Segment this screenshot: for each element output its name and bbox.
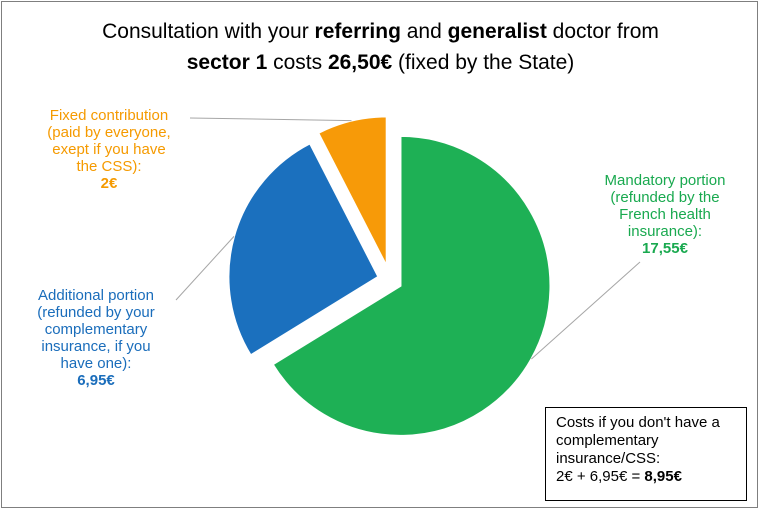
title-line-1: Consultation with your referring and gen… (0, 16, 761, 47)
label-value: 17,55€ (642, 240, 688, 257)
label-line: exept if you have (52, 141, 166, 158)
label-line: Additional portion (38, 287, 154, 304)
note-line: insurance/CSS: (556, 450, 661, 467)
pie-slice-fixed (316, 115, 388, 267)
title-text: costs (267, 51, 328, 74)
note-formula-text: 2€ + 6,95€ = (556, 468, 645, 485)
cost-note-box: Costs if you don't have a complementary … (545, 407, 747, 501)
label-line: Mandatory portion (604, 172, 726, 189)
leader-line-mandatory (531, 261, 641, 360)
label-line: (refunded by your (37, 304, 155, 321)
label-line: Fixed contribution (49, 107, 169, 124)
note-result: 8,95€ (644, 468, 682, 485)
title-line-2: sector 1 costs 26,50€ (fixed by the Stat… (0, 47, 761, 78)
label-line: have one): (60, 355, 132, 372)
label-value: 2€ (100, 175, 118, 192)
label-line: insurance, if you (41, 338, 151, 355)
label-line: (paid by everyone, (47, 124, 171, 141)
label-line: insurance): (627, 223, 703, 240)
note-line: complementary (556, 432, 659, 449)
label-line: the CSS): (76, 158, 142, 175)
title-emphasis: sector 1 (186, 51, 268, 74)
title-text: doctor from (546, 20, 659, 43)
label-line: complementary (44, 321, 148, 338)
title-text: (fixed by the State) (392, 51, 575, 74)
title-emphasis: referring (314, 20, 401, 43)
note-line: Costs if you don't have a (556, 414, 720, 431)
title-text: and (400, 20, 448, 43)
title-text: Consultation with your (102, 20, 315, 43)
label-line: (refunded by the (610, 189, 720, 206)
label-value: 6,95€ (77, 372, 115, 389)
label-additional-portion: Additional portion (refunded by your com… (20, 287, 172, 389)
label-mandatory-portion: Mandatory portion (refunded by the Frenc… (580, 172, 750, 257)
label-line: French health (619, 206, 711, 223)
title-emphasis: 26,50€ (327, 51, 393, 74)
chart-title: Consultation with your referring and gen… (0, 16, 761, 78)
label-fixed-contribution: Fixed contribution (paid by everyone, ex… (30, 107, 188, 192)
title-emphasis: generalist (447, 20, 547, 43)
leader-line-additional (175, 236, 235, 301)
pie-slice-additional (227, 141, 380, 357)
leader-line-fixed (189, 117, 352, 122)
note-formula: 2€ + 6,95€ = 8,95€ (556, 468, 736, 486)
